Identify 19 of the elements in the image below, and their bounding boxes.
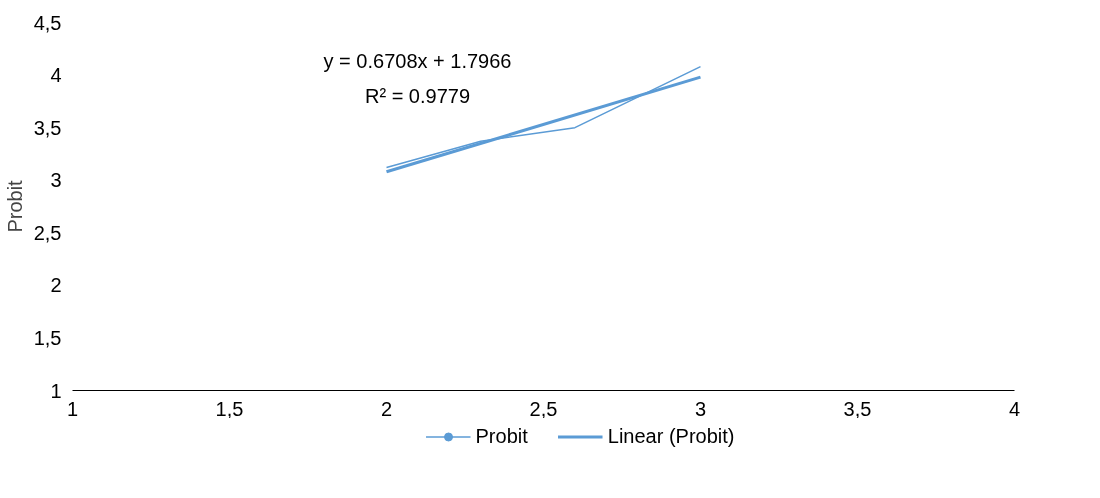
y-tick-label: 3 xyxy=(50,169,62,192)
legend-label: Probit xyxy=(475,424,528,448)
legend-label: Linear (Probit) xyxy=(607,424,735,448)
x-tick-label: 2 xyxy=(380,397,393,420)
x-tick-label: 2,5 xyxy=(529,397,558,420)
x-tick-label: 1 xyxy=(66,397,79,420)
y-tick-label: 1,5 xyxy=(33,326,62,349)
x-tick-label: 1,5 xyxy=(215,397,244,420)
x-tick-label: 4 xyxy=(1008,397,1021,420)
y-tick-label: 4,5 xyxy=(33,11,62,34)
y-tick-label: 2,5 xyxy=(33,221,62,244)
y-axis-title: Probit xyxy=(3,179,26,233)
y-tick-label: 3,5 xyxy=(33,116,62,139)
y-tick-label: 2 xyxy=(50,274,62,297)
y-tick-label: 4 xyxy=(50,64,62,87)
y-tick-label: 1 xyxy=(50,379,62,402)
x-tick-label: 3,5 xyxy=(843,397,872,420)
annotation: y = 0.6708x + 1.7966 R² = 0.9779 xyxy=(323,49,512,107)
x-tick-label: 3 xyxy=(694,397,707,420)
